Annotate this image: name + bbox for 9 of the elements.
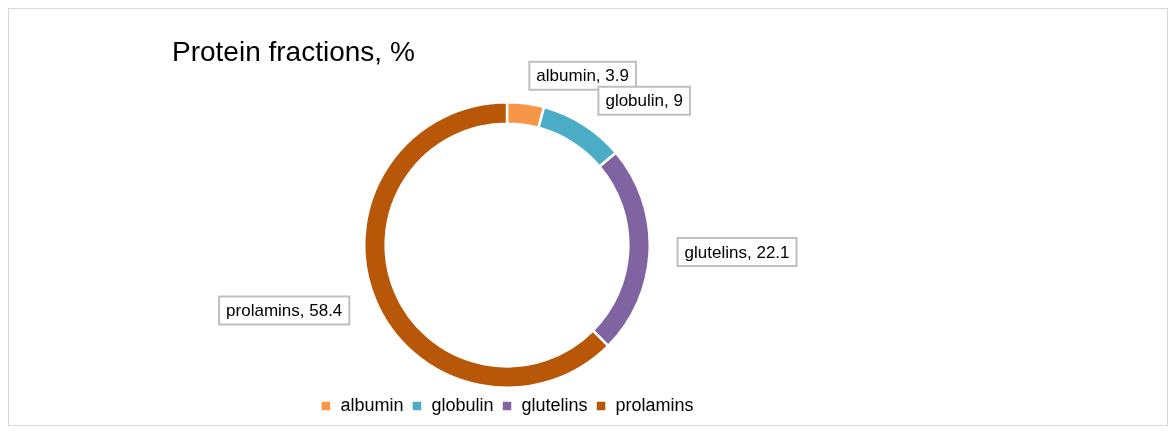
legend-label: glutelins bbox=[521, 394, 588, 415]
legend-label: prolamins bbox=[615, 394, 694, 415]
chart-title: Protein fractions, % bbox=[172, 35, 415, 67]
legend-label: albumin bbox=[340, 394, 404, 415]
data-label: globulin, 9 bbox=[605, 91, 683, 111]
data-label: albumin, 3.9 bbox=[536, 66, 629, 86]
legend-label: globulin bbox=[431, 394, 494, 415]
data-label: glutelins, 22.1 bbox=[684, 242, 790, 262]
data-label: prolamins, 58.4 bbox=[226, 301, 343, 321]
